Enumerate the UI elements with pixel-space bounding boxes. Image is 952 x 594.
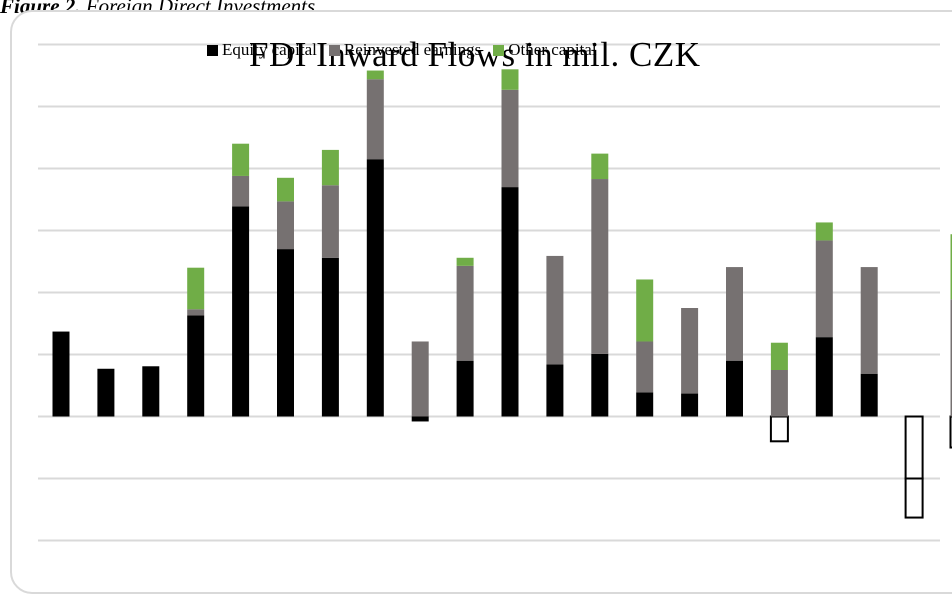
bar-segment-reinvested-earnings [816, 240, 833, 337]
bar-segment-reinvested-earnings [591, 179, 608, 354]
bar-segment-reinvested-earnings [636, 341, 653, 392]
bar-segment-equity-capital [906, 417, 923, 479]
legend-item: Other capital [493, 40, 596, 60]
bar-segment-reinvested-earnings [322, 185, 339, 258]
bar-segment-equity-capital [502, 187, 519, 416]
bar-segment-reinvested-earnings [771, 370, 788, 417]
bar-segment-equity-capital [322, 258, 339, 417]
legend-label: Reinvested earnings [344, 40, 481, 60]
bar-segment-other-capital [187, 268, 204, 310]
legend-swatch [329, 45, 340, 56]
bar-segment-reinvested-earnings [412, 341, 429, 416]
bar-segment-equity-capital [636, 392, 653, 416]
bar-segment-equity-capital [142, 366, 159, 416]
bar-segment-other-capital [591, 154, 608, 179]
bar-segment-equity-capital [681, 394, 698, 417]
bar-segment-equity-capital [816, 337, 833, 416]
bar-segment-reinvested-earnings [502, 90, 519, 187]
legend-swatch [493, 45, 504, 56]
bar-segment-equity-capital [232, 206, 249, 416]
bar-segment-reinvested-earnings [367, 79, 384, 159]
bar-segment-other-capital [816, 222, 833, 240]
chart-legend: Equity capital Reinvested earnings Other c… [207, 40, 597, 60]
bar-segment-other-capital [906, 479, 923, 518]
bar-segment-equity-capital [367, 159, 384, 416]
bar-segment-other-capital [636, 279, 653, 341]
bar-segment-reinvested-earnings [457, 266, 474, 361]
legend-label: Other capital [508, 40, 596, 60]
legend-label: Equity capital [222, 40, 317, 60]
bar-segment-reinvested-earnings [726, 267, 743, 361]
bar-segment-equity-capital [546, 364, 563, 416]
bar-segment-equity-capital [591, 354, 608, 417]
bar-segment-other-capital [277, 178, 294, 202]
bar-segment-equity-capital [457, 361, 474, 417]
bar-segment-reinvested-earnings [187, 309, 204, 315]
bar-segment-other-capital [322, 150, 339, 185]
legend-item: Reinvested earnings [329, 40, 481, 60]
bar-segment-equity-capital [53, 332, 70, 417]
bar-segment-reinvested-earnings [681, 308, 698, 394]
bar-segment-other-capital [232, 144, 249, 176]
bar-segment-other-capital [771, 343, 788, 370]
bar-segment-equity-capital [277, 249, 294, 416]
bar-segment-reinvested-earnings [546, 256, 563, 364]
bar-segment-equity-capital [412, 417, 429, 422]
bar-segment-equity-capital [97, 369, 114, 417]
bar-segment-equity-capital [726, 361, 743, 417]
bar-segment-equity-capital [771, 417, 788, 442]
bar-segment-reinvested-earnings [232, 176, 249, 206]
bar-segment-other-capital [457, 258, 474, 266]
bar-segment-equity-capital [187, 315, 204, 416]
bar-segment-reinvested-earnings [861, 267, 878, 374]
legend-item: Equity capital [207, 40, 317, 60]
legend-swatch [207, 45, 218, 56]
bar-segment-equity-capital [861, 374, 878, 417]
chart-plot [0, 0, 952, 568]
bar-segment-reinvested-earnings [277, 201, 294, 249]
